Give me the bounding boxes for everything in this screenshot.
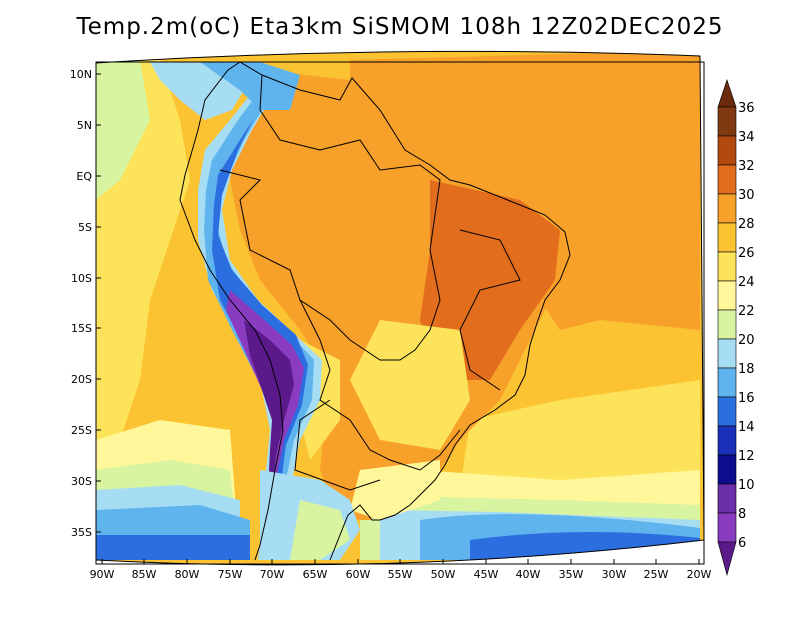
lat-label-10s: 10S bbox=[71, 272, 92, 285]
boundaries bbox=[179, 61, 571, 561]
lon-label-60w: 60W bbox=[345, 568, 371, 581]
lon-label-35w: 35W bbox=[558, 568, 584, 581]
colorbar-label-34: 34 bbox=[738, 130, 755, 145]
lat-label-eq: EQ bbox=[76, 170, 92, 183]
lon-label-45w: 45W bbox=[473, 568, 499, 581]
colorbar-16-18 bbox=[717, 367, 737, 398]
field-pacific-14-16 bbox=[96, 535, 250, 560]
colorbar-label-8: 8 bbox=[738, 507, 747, 522]
field-south-22-24 bbox=[350, 460, 440, 520]
colorbar-gt36 bbox=[717, 79, 737, 108]
lon-label-80w: 80W bbox=[174, 568, 200, 581]
field-atlantic-28-30 bbox=[350, 51, 700, 330]
field-central-24-26 bbox=[350, 320, 470, 450]
lon-label-20w: 20W bbox=[686, 568, 712, 581]
border-interior-4 bbox=[294, 399, 381, 491]
lat-label-20s: 20S bbox=[71, 373, 92, 386]
colorbar-26-28 bbox=[717, 222, 737, 253]
colorbar bbox=[717, 79, 737, 577]
lon-label-55w: 55W bbox=[387, 568, 413, 581]
colorbar-12-14 bbox=[717, 425, 737, 456]
colorbar-32-34 bbox=[717, 135, 737, 166]
coastline-east bbox=[239, 61, 571, 561]
colorbar-label-36: 36 bbox=[738, 101, 755, 116]
lat-label-25s: 25S bbox=[71, 424, 92, 437]
colorbar-10-12 bbox=[717, 454, 737, 485]
colorbar-label-24: 24 bbox=[738, 275, 755, 290]
lon-label-85w: 85W bbox=[131, 568, 157, 581]
lon-label-90w: 90W bbox=[89, 568, 115, 581]
colorbar-lt6 bbox=[717, 541, 737, 577]
lon-label-40w: 40W bbox=[515, 568, 541, 581]
map-title: Temp.2m(oC) Eta3km SiSMOM 108h 12Z02DEC2… bbox=[76, 14, 724, 40]
colorbar-34-36 bbox=[717, 106, 737, 137]
lon-label-75w: 75W bbox=[217, 568, 243, 581]
lat-label-35s: 35S bbox=[71, 526, 92, 539]
colorbar-20-22 bbox=[717, 309, 737, 340]
colorbar-label-26: 26 bbox=[738, 246, 755, 261]
lat-label-10n: 10N bbox=[69, 68, 92, 81]
border-interior-3 bbox=[459, 229, 521, 391]
lon-label-70w: 70W bbox=[259, 568, 285, 581]
colorbar-label-22: 22 bbox=[738, 304, 755, 319]
colorbar-label-12: 12 bbox=[738, 449, 755, 464]
coastline-west bbox=[179, 61, 284, 561]
colorbar-label-6: 6 bbox=[738, 536, 747, 551]
lon-label-25w: 25W bbox=[643, 568, 669, 581]
field-patagonia-20-22 bbox=[290, 500, 350, 560]
colorbar-label-16: 16 bbox=[738, 391, 755, 406]
colorbar-6-8 bbox=[717, 512, 737, 543]
field-satlantic-14-16 bbox=[470, 531, 700, 560]
colorbar-label-18: 18 bbox=[738, 362, 755, 377]
colorbar-label-30: 30 bbox=[738, 188, 755, 203]
lat-label-30s: 30S bbox=[71, 475, 92, 488]
lat-label-15s: 15S bbox=[71, 322, 92, 335]
field-pacific-20-22-north bbox=[96, 60, 150, 200]
colorbar-8-10 bbox=[717, 483, 737, 514]
field-continent-28-30 bbox=[230, 70, 570, 520]
colorbar-label-28: 28 bbox=[738, 217, 755, 232]
axis-ticks bbox=[96, 73, 700, 564]
border-interior-2 bbox=[299, 299, 461, 471]
colorbar-30-32 bbox=[717, 164, 737, 195]
colorbar-label-32: 32 bbox=[738, 159, 755, 174]
lon-label-65w: 65W bbox=[302, 568, 328, 581]
border-interior-1 bbox=[219, 74, 441, 361]
colorbar-label-20: 20 bbox=[738, 333, 755, 348]
colorbar-14-16 bbox=[717, 396, 737, 427]
lat-label-5s: 5S bbox=[78, 221, 92, 234]
field-satlantic-24-26 bbox=[460, 380, 700, 500]
field-andes-lt6 bbox=[244, 320, 294, 520]
lon-label-30w: 30W bbox=[601, 568, 627, 581]
lon-label-50w: 50W bbox=[430, 568, 456, 581]
temperature-field bbox=[96, 51, 704, 565]
colorbar-24-26 bbox=[717, 251, 737, 282]
colorbar-label-14: 14 bbox=[738, 420, 755, 435]
colorbar-18-20 bbox=[717, 338, 737, 369]
colorbar-label-10: 10 bbox=[738, 478, 755, 493]
colorbar-28-30 bbox=[717, 193, 737, 224]
lat-label-5n: 5N bbox=[76, 119, 92, 132]
colorbar-22-24 bbox=[717, 280, 737, 311]
field-andes-6-8 bbox=[226, 290, 304, 545]
